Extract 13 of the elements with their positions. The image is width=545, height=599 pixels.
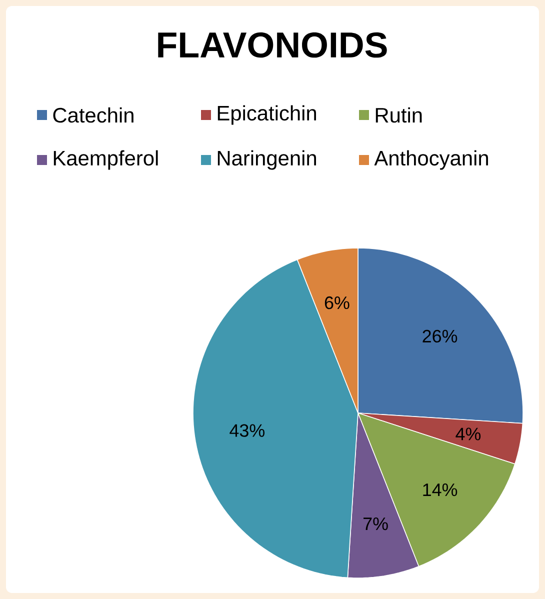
legend-label: Anthocyanin	[374, 150, 488, 170]
data-label: 26%	[422, 330, 458, 343]
legend-label: Rutin	[376, 107, 422, 123]
legend-label: Kaempferol	[54, 150, 158, 170]
data-label: 14%	[423, 484, 458, 496]
legend-label: Catechin	[53, 107, 134, 123]
data-label: 43%	[230, 424, 264, 437]
legend-label: Epicatichin	[218, 105, 316, 125]
data-label: 7%	[364, 518, 388, 530]
chart-title: FLAVONOIDS	[158, 32, 387, 58]
data-label: 4%	[456, 428, 481, 440]
data-label: 6%	[324, 296, 350, 310]
legend-label: Naringenin	[218, 150, 316, 170]
